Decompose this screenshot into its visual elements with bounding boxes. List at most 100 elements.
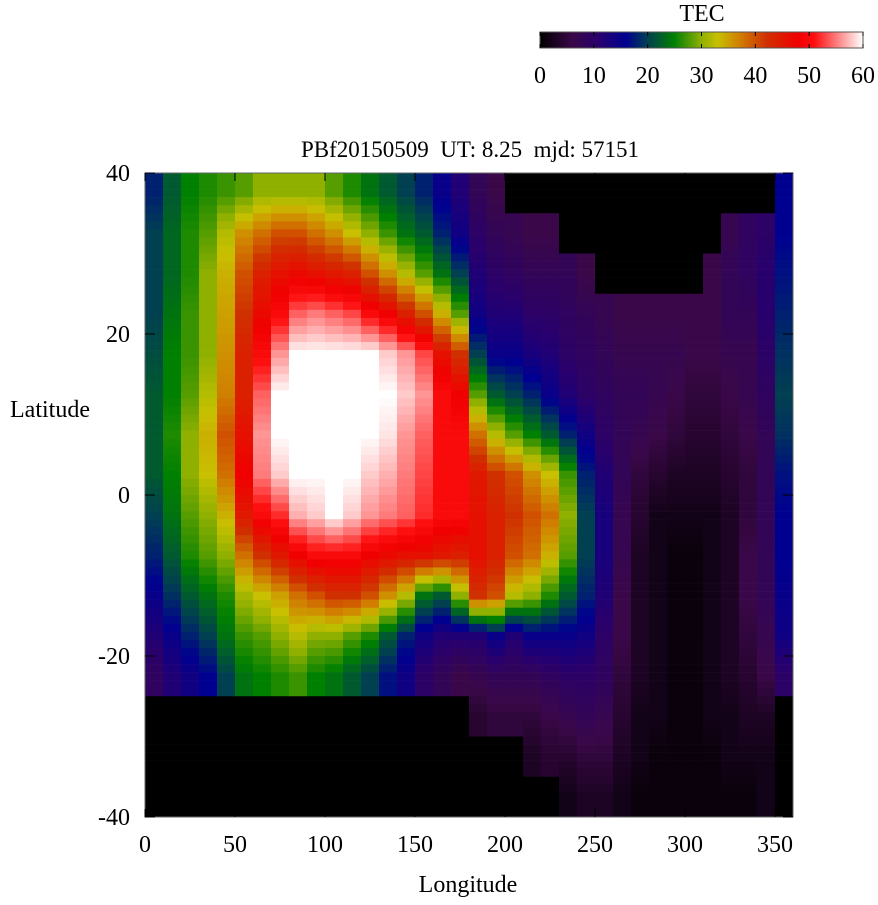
heatmap-cell bbox=[487, 213, 506, 222]
heatmap-cell bbox=[667, 744, 686, 753]
heatmap-cell bbox=[433, 309, 452, 319]
heatmap-cell bbox=[253, 366, 272, 375]
heatmap-cell bbox=[757, 350, 776, 359]
x-tick-label: 200 bbox=[487, 832, 523, 858]
heatmap-cell bbox=[235, 374, 254, 383]
heatmap-cell bbox=[595, 535, 614, 544]
heatmap-cell bbox=[523, 277, 542, 286]
heatmap-cell bbox=[757, 277, 776, 286]
heatmap-cell bbox=[451, 478, 470, 488]
heatmap-cell bbox=[325, 181, 344, 190]
heatmap-cell bbox=[739, 269, 758, 278]
heatmap-cell bbox=[289, 221, 308, 230]
heatmap-cell bbox=[451, 527, 470, 536]
heatmap-cell bbox=[415, 511, 434, 520]
heatmap-cell bbox=[631, 495, 650, 504]
heatmap-cell bbox=[559, 543, 578, 552]
heatmap-cell bbox=[199, 446, 218, 456]
heatmap-cell bbox=[757, 486, 776, 496]
heatmap-cell bbox=[757, 495, 776, 504]
heatmap-cell bbox=[271, 551, 290, 560]
heatmap-cell bbox=[271, 583, 290, 592]
heatmap-cell bbox=[235, 615, 254, 625]
heatmap-cell bbox=[289, 317, 308, 327]
heatmap-cell bbox=[451, 398, 470, 407]
heatmap-cell bbox=[613, 197, 632, 206]
heatmap-cell bbox=[163, 736, 182, 745]
heatmap-cell bbox=[631, 615, 650, 625]
heatmap-cell bbox=[469, 277, 488, 286]
heatmap-cell bbox=[757, 422, 776, 431]
heatmap-cell bbox=[451, 205, 470, 214]
heatmap-cell bbox=[487, 736, 506, 745]
heatmap-cell bbox=[379, 680, 398, 689]
heatmap-cell bbox=[469, 390, 488, 399]
heatmap-cell bbox=[505, 478, 524, 488]
heatmap-cell bbox=[685, 221, 704, 230]
heatmap-cell bbox=[523, 672, 542, 681]
heatmap-cell bbox=[433, 454, 452, 464]
heatmap-cell bbox=[775, 446, 794, 456]
heatmap-cell bbox=[145, 269, 164, 278]
heatmap-cell bbox=[775, 430, 794, 439]
heatmap-cell bbox=[163, 792, 182, 802]
heatmap-cell bbox=[721, 519, 740, 528]
heatmap-cell bbox=[415, 720, 434, 729]
heatmap-cell bbox=[379, 342, 398, 351]
heatmap-cell bbox=[451, 583, 470, 592]
heatmap-cell bbox=[451, 615, 470, 625]
heatmap-cell bbox=[523, 382, 542, 391]
heatmap-cell bbox=[397, 414, 416, 423]
heatmap-cell bbox=[433, 704, 452, 713]
heatmap-cell bbox=[685, 269, 704, 278]
heatmap-cell bbox=[343, 285, 362, 295]
heatmap-cell bbox=[631, 245, 650, 254]
heatmap-cell bbox=[541, 197, 560, 206]
heatmap-cell bbox=[415, 527, 434, 536]
heatmap-cell bbox=[559, 366, 578, 375]
heatmap-cell bbox=[703, 390, 722, 399]
heatmap-cell bbox=[541, 615, 560, 625]
heatmap-cell bbox=[487, 454, 506, 464]
heatmap-cell bbox=[145, 607, 164, 617]
heatmap-cell bbox=[523, 591, 542, 600]
heatmap-cell bbox=[235, 680, 254, 689]
y-tick-label: -40 bbox=[98, 805, 130, 831]
heatmap-cell bbox=[649, 390, 668, 399]
heatmap-cell bbox=[685, 559, 704, 568]
heatmap-cell bbox=[685, 317, 704, 327]
heatmap-cell bbox=[721, 631, 740, 641]
heatmap-cell bbox=[145, 197, 164, 206]
heatmap-cell bbox=[343, 728, 362, 737]
heatmap-cell bbox=[739, 744, 758, 753]
heatmap-cell bbox=[217, 776, 236, 786]
heatmap-cell bbox=[199, 213, 218, 222]
heatmap-cell bbox=[181, 720, 200, 729]
heatmap-cell bbox=[577, 784, 596, 794]
heatmap-cell bbox=[469, 696, 488, 705]
heatmap-cell bbox=[703, 277, 722, 286]
heatmap-cell bbox=[469, 639, 488, 649]
heatmap-cell bbox=[739, 245, 758, 254]
heatmap-cell bbox=[649, 519, 668, 528]
heatmap-cell bbox=[541, 728, 560, 737]
heatmap-cell bbox=[505, 269, 524, 278]
colorbar-tick-label: 0 bbox=[534, 63, 546, 89]
heatmap-cell bbox=[163, 688, 182, 697]
heatmap-cell bbox=[685, 639, 704, 649]
heatmap-cell bbox=[487, 728, 506, 737]
heatmap-cell bbox=[217, 647, 236, 657]
heatmap-cell bbox=[361, 511, 380, 520]
heatmap-cell bbox=[739, 736, 758, 745]
heatmap-cell bbox=[163, 543, 182, 552]
heatmap-cell bbox=[613, 293, 632, 303]
heatmap-cell bbox=[541, 575, 560, 584]
heatmap-cell bbox=[595, 414, 614, 423]
heatmap-cell bbox=[487, 623, 506, 633]
heatmap-cell bbox=[523, 261, 542, 270]
heatmap-cell bbox=[595, 205, 614, 214]
heatmap-cell bbox=[361, 358, 380, 367]
heatmap-cell bbox=[649, 454, 668, 464]
heatmap-cell bbox=[505, 575, 524, 584]
heatmap-cell bbox=[577, 261, 596, 270]
